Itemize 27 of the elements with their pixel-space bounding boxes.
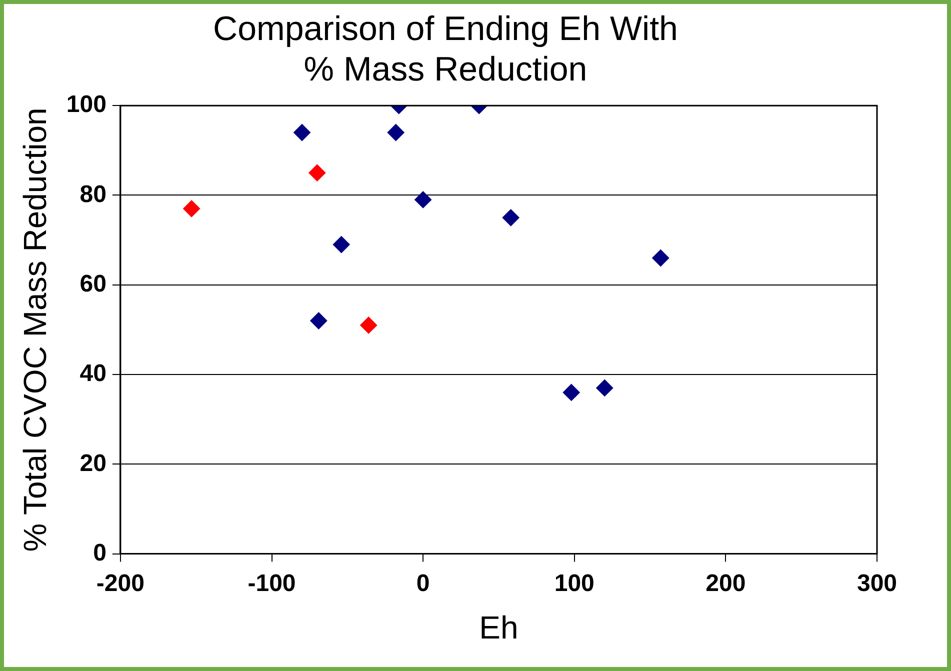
point — [183, 200, 200, 218]
y-tick-label: 100 — [66, 91, 106, 118]
y-axis-title: % Total CVOC Mass Reduction — [17, 108, 54, 552]
point — [596, 379, 614, 396]
point — [332, 236, 350, 254]
point — [502, 209, 520, 226]
x-axis-title: Eh — [479, 610, 518, 646]
point — [387, 124, 404, 141]
y-tick-label: 0 — [93, 539, 106, 566]
y-tick-label: 20 — [80, 450, 106, 477]
y-tick-label: 80 — [80, 180, 106, 208]
x-tick-label: -200 — [96, 570, 144, 597]
point — [310, 312, 328, 330]
point — [360, 316, 378, 334]
point — [652, 249, 670, 266]
point — [294, 124, 311, 141]
point — [562, 384, 580, 401]
y-tick-label: 40 — [80, 360, 106, 388]
y-tick-label: 60 — [80, 270, 106, 298]
x-tick-label: -100 — [248, 570, 296, 597]
x-tick-label: 100 — [554, 570, 594, 597]
point — [414, 191, 432, 208]
x-tick-label: 0 — [416, 570, 430, 597]
point — [308, 164, 326, 182]
x-tick-label: 300 — [856, 570, 898, 597]
x-tick-label: 200 — [706, 570, 746, 597]
chart-title: Comparison of Ending Eh With % Mass Reduction — [213, 10, 678, 89]
